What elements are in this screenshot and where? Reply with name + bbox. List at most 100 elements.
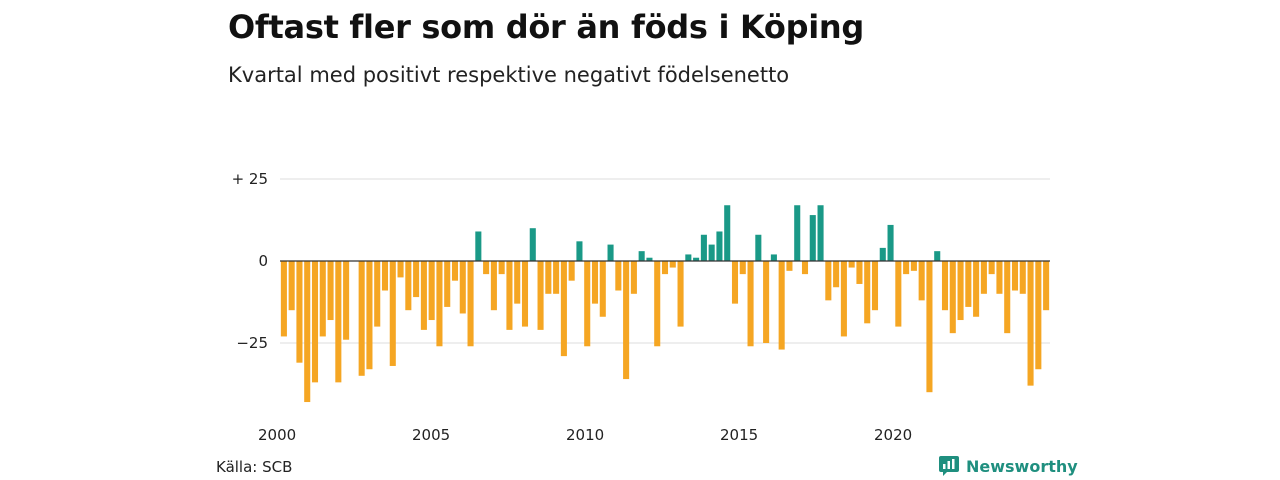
bar-negative	[553, 261, 560, 294]
bar-negative	[358, 261, 365, 376]
bar-positive	[646, 257, 653, 261]
bar-negative	[840, 261, 847, 337]
bar-negative	[988, 261, 995, 275]
bar-negative	[374, 261, 381, 327]
bar-negative	[825, 261, 832, 301]
bar-positive	[708, 244, 715, 261]
bar-positive	[724, 205, 731, 261]
bar-negative	[871, 261, 879, 311]
bar-negative	[436, 261, 443, 347]
bar-negative	[747, 261, 754, 347]
bar-negative	[506, 261, 513, 330]
bar-negative	[856, 261, 863, 284]
bar-negative	[420, 261, 427, 330]
bar-negative	[537, 261, 544, 330]
bar-negative	[778, 261, 785, 350]
bar-negative	[918, 261, 925, 301]
chart-title: Oftast fler som dör än föds i Köping	[228, 8, 864, 46]
axis-layer: + 25 0 −25 2000 2005 2010 2015 2020	[232, 170, 1050, 444]
bar-negative	[973, 261, 980, 317]
bar-negative	[568, 261, 575, 281]
bar-positive	[809, 215, 816, 261]
bar-negative	[366, 261, 373, 370]
bar-negative	[903, 261, 910, 275]
bar-negative	[413, 261, 420, 298]
bar-negative	[965, 261, 972, 307]
bar-negative	[786, 261, 793, 271]
bar-positive	[887, 224, 894, 261]
bar-negative	[926, 261, 933, 393]
chart-subtitle: Kvartal med positivt respektive negativt…	[228, 63, 790, 87]
bar-negative	[669, 261, 676, 268]
bar-negative	[428, 261, 435, 321]
newsworthy-logo-text: Newsworthy	[966, 456, 1078, 476]
bar-positive	[576, 241, 583, 261]
bar-negative	[980, 261, 987, 294]
bar-negative	[996, 261, 1003, 294]
x-tick-label: 2010	[566, 426, 604, 444]
bar-negative	[467, 261, 474, 347]
bar-negative	[545, 261, 552, 294]
x-tick-label: 2015	[720, 426, 758, 444]
bar-negative	[288, 261, 295, 311]
bar-positive	[693, 257, 700, 261]
bar-positive	[817, 205, 824, 261]
bars-layer	[280, 205, 1050, 403]
bar-negative	[280, 261, 287, 337]
newsworthy-logo: Newsworthy	[938, 455, 1078, 477]
bar-negative	[296, 261, 303, 363]
bar-negative	[731, 261, 739, 304]
bar-negative	[498, 261, 505, 275]
y-tick-label: 0	[258, 252, 268, 270]
bar-positive	[755, 234, 762, 261]
x-tick-label: 2000	[258, 426, 296, 444]
y-tick-label: −25	[236, 334, 268, 352]
source-note: Källa: SCB	[216, 458, 293, 476]
bar-negative	[630, 261, 637, 294]
bar-negative	[483, 261, 490, 275]
bar-positive	[700, 234, 707, 261]
bar-negative	[389, 261, 396, 366]
bar-positive	[770, 254, 777, 261]
bar-positive	[934, 251, 941, 261]
bar-negative	[451, 261, 459, 281]
bar-negative	[1011, 261, 1019, 291]
bar-negative	[343, 261, 350, 340]
bar-negative	[910, 261, 917, 271]
bar-negative	[941, 261, 949, 311]
bar-negative	[677, 261, 684, 327]
bar-negative	[521, 261, 529, 327]
bar-negative	[1027, 261, 1034, 386]
grid-layer	[280, 178, 1050, 344]
bar-negative	[444, 261, 451, 307]
bar-negative	[584, 261, 591, 347]
bar-negative	[335, 261, 342, 383]
bar-negative	[514, 261, 521, 304]
bar-negative	[1035, 261, 1042, 370]
bar-negative	[599, 261, 606, 317]
bar-negative	[591, 261, 599, 304]
bar-negative	[1043, 261, 1050, 311]
bar-negative	[405, 261, 412, 311]
bar-positive	[879, 247, 886, 261]
y-tick-label: + 25	[232, 170, 268, 188]
bar-negative	[319, 261, 326, 337]
bar-negative	[957, 261, 964, 321]
bar-negative	[949, 261, 956, 334]
x-tick-label: 2005	[412, 426, 450, 444]
bar-negative	[848, 261, 855, 268]
bar-positive	[638, 251, 645, 261]
bar-negative	[459, 261, 466, 314]
bar-negative	[615, 261, 622, 291]
bar-negative	[763, 261, 770, 343]
bar-negative	[1004, 261, 1011, 334]
bar-positive	[607, 244, 614, 261]
x-tick-label: 2020	[874, 426, 912, 444]
bar-positive	[716, 231, 723, 261]
bar-negative	[381, 261, 389, 291]
bar-positive	[685, 254, 692, 261]
bar-negative	[490, 261, 497, 311]
bar-negative	[833, 261, 840, 288]
bar-negative	[895, 261, 902, 327]
